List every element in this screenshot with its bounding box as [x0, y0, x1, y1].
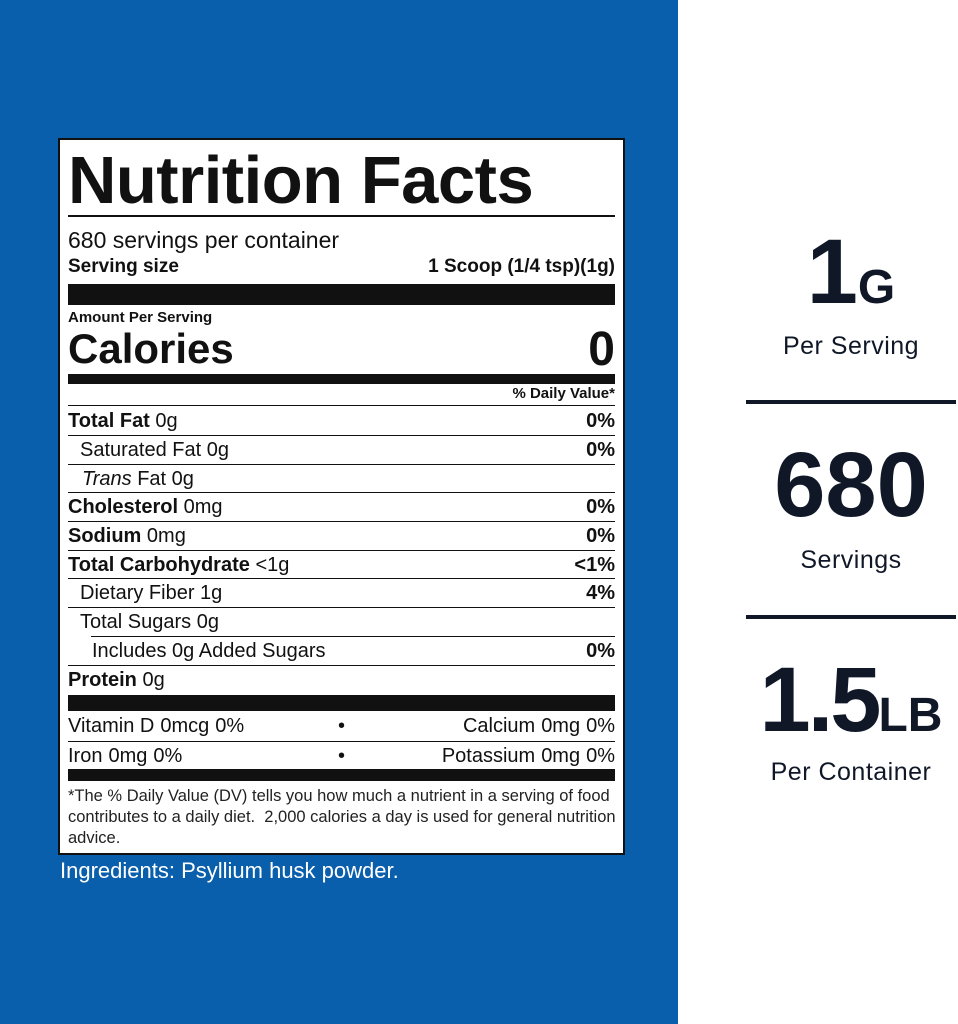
nutrient-name: Sodium [68, 525, 142, 547]
nutrient-row: Dietary Fiber 1g 4% [68, 579, 615, 608]
rule [68, 550, 615, 551]
nutrient-amount: 0mg [146, 525, 186, 547]
nutrient-amount: 1g [200, 582, 223, 604]
nutrient-dv: 4% [586, 582, 615, 604]
stat-unit: LB [878, 689, 943, 742]
rule [68, 607, 615, 608]
stat-caption: Per Container [770, 758, 932, 786]
rule [68, 215, 615, 217]
nutrient-name: Includes 0g Added Sugars [92, 640, 326, 662]
rule [68, 435, 615, 436]
nutrient-dv: <1% [574, 554, 615, 576]
separator [746, 615, 956, 619]
stat-value: 1G [746, 222, 956, 338]
medium-rule [68, 374, 615, 384]
stat-caption: Servings [800, 546, 902, 574]
nutrient-amount: 0mg [183, 496, 223, 518]
vitamin-amount: 0mcg [160, 714, 210, 737]
vitamin-dv: 0% [586, 714, 615, 737]
rule [91, 636, 615, 637]
nutrient-row: Trans Fat 0g [68, 465, 615, 494]
vitamin-amount: 0mg [541, 714, 581, 737]
rule [68, 464, 615, 465]
nutrient-row: Total Sugars 0g [68, 608, 615, 637]
nutrient-dv: 0% [586, 496, 615, 518]
nutrient-amount: 0g [171, 468, 194, 490]
nutrient-row: Protein 0g [68, 666, 615, 695]
vitamin-name: Potassium [441, 744, 536, 767]
rule [68, 741, 615, 742]
separator [746, 400, 956, 404]
stat-unit: G [857, 261, 896, 314]
rule [68, 521, 615, 522]
footnote: *The % Daily Value (DV) tells you how mu… [68, 787, 621, 847]
vitamin-name: Vitamin D [68, 714, 155, 737]
nutrient-name: Total Sugars [80, 611, 192, 633]
calories-row: Calories 0 [68, 323, 615, 376]
nutrient-name: Fat [137, 468, 167, 490]
nutrient-name: Saturated Fat [80, 439, 202, 461]
vitamin-amount: 0mg [541, 744, 581, 767]
calories-value: 0 [588, 322, 615, 376]
rule [68, 405, 615, 406]
nutrient-dv: 0% [586, 410, 615, 432]
nutrient-amount: 0g [142, 669, 165, 691]
nutrient-row: Total Carbohydrate <1g <1% [68, 551, 615, 580]
nutrient-dv: 0% [586, 439, 615, 461]
rule [68, 665, 615, 666]
bullet: • [337, 744, 345, 767]
nutrition-label [58, 138, 625, 855]
vitamin-name: Iron [68, 744, 103, 767]
bullet: • [337, 714, 345, 737]
stat-number: 1.5 [759, 649, 882, 751]
vitamin-row: Vitamin D 0mcg 0% • Calcium 0mg 0% [68, 711, 615, 741]
rule [68, 492, 615, 493]
nutrient-name-italic: Trans [82, 468, 132, 490]
nutrient-amount: 0g [155, 410, 178, 432]
nutrient-name: Cholesterol [68, 496, 179, 518]
rule [68, 578, 615, 579]
vitamin-dv: 0% [586, 744, 615, 767]
calories-label: Calories [68, 325, 234, 372]
amount-per-serving: Amount Per Serving [68, 309, 213, 326]
nutrient-row: Saturated Fat 0g 0% [68, 436, 615, 465]
servings-per-container: 680 servings per container [68, 227, 340, 253]
stat-number: 1 [806, 221, 858, 323]
nutrient-dv: 0% [586, 525, 615, 547]
vitamin-dv: 0% [215, 714, 245, 737]
vitamin-name: Calcium [462, 714, 536, 737]
vitamin-amount: 0mg [108, 744, 148, 767]
stat-value: 680 [746, 435, 956, 535]
thick-rule [68, 695, 615, 711]
dv-header: % Daily Value* [512, 385, 615, 402]
vitamin-dv: 0% [153, 744, 183, 767]
nutrient-amount: 0g [206, 439, 229, 461]
medium-rule [68, 769, 615, 781]
nutrient-name: Protein [68, 669, 137, 691]
serving-size-label: Serving size [68, 256, 179, 277]
nutrient-name: Total Fat [68, 410, 150, 432]
label-title: Nutrition Facts [68, 143, 534, 218]
stat-caption: Per Serving [782, 332, 920, 360]
nutrient-amount: 0g [196, 611, 219, 633]
serving-size-value: 1 Scoop (1/4 tsp)(1g) [428, 256, 615, 277]
nutrient-dv: 0% [586, 640, 615, 662]
ingredients: Ingredients: Psyllium husk powder. [60, 858, 399, 883]
serving-size-row: Serving size 1 Scoop (1/4 tsp)(1g) [68, 253, 615, 281]
stat-value: 1.5LB [746, 650, 956, 766]
nutrient-amount: <1g [255, 554, 290, 576]
thick-rule [68, 284, 615, 305]
nutrient-name: Dietary Fiber [80, 582, 195, 604]
nutrient-name: Total Carbohydrate [68, 554, 250, 576]
vitamin-row: Iron 0mg 0% • Potassium 0mg 0% [68, 741, 615, 771]
nutrient-row: Cholesterol 0mg 0% [68, 493, 615, 522]
nutrient-row: Sodium 0mg 0% [68, 522, 615, 551]
stat-number: 680 [774, 434, 928, 536]
nutrient-row: Includes 0g Added Sugars 0% [68, 637, 615, 666]
nutrient-row: Total Fat 0g 0% [68, 407, 615, 436]
